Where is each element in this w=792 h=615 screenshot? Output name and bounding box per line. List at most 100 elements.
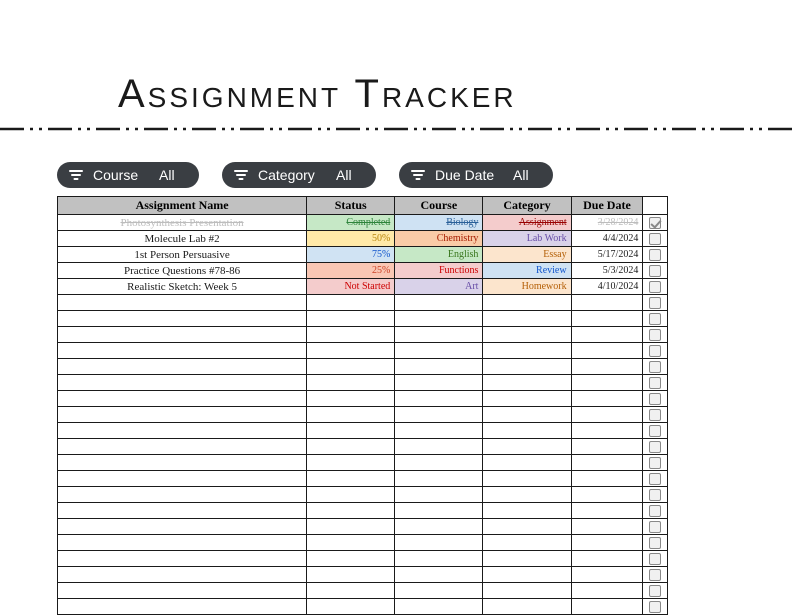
checkbox[interactable] <box>649 457 661 469</box>
cell-empty[interactable] <box>483 519 571 535</box>
cell-empty[interactable] <box>483 391 571 407</box>
cell-empty[interactable] <box>395 567 483 583</box>
cell-course[interactable]: English <box>395 247 483 263</box>
cell-empty[interactable] <box>395 503 483 519</box>
cell-empty[interactable] <box>571 375 643 391</box>
cell-empty[interactable] <box>58 551 307 567</box>
cell-empty[interactable] <box>58 567 307 583</box>
cell-empty[interactable] <box>307 567 395 583</box>
checkbox[interactable] <box>649 489 661 501</box>
cell-name[interactable]: Realistic Sketch: Week 5 <box>58 279 307 295</box>
cell-empty[interactable] <box>58 487 307 503</box>
cell-empty[interactable] <box>571 519 643 535</box>
checkbox[interactable] <box>649 505 661 517</box>
checkbox[interactable] <box>649 297 661 309</box>
cell-empty[interactable] <box>395 519 483 535</box>
cell-empty[interactable] <box>571 551 643 567</box>
cell-empty[interactable] <box>483 583 571 599</box>
cell-empty[interactable] <box>395 311 483 327</box>
cell-name[interactable]: Practice Questions #78-86 <box>58 263 307 279</box>
cell-course[interactable]: Art <box>395 279 483 295</box>
cell-status[interactable]: 75% <box>307 247 395 263</box>
cell-empty[interactable] <box>307 551 395 567</box>
cell-empty[interactable] <box>483 407 571 423</box>
cell-empty[interactable] <box>307 471 395 487</box>
cell-empty[interactable] <box>307 327 395 343</box>
cell-course[interactable]: Chemistry <box>395 231 483 247</box>
cell-empty[interactable] <box>307 503 395 519</box>
cell-empty[interactable] <box>483 487 571 503</box>
cell-empty[interactable] <box>58 455 307 471</box>
cell-empty[interactable] <box>58 519 307 535</box>
cell-empty[interactable] <box>571 391 643 407</box>
cell-empty[interactable] <box>307 599 395 615</box>
cell-empty[interactable] <box>58 375 307 391</box>
cell-empty[interactable] <box>58 583 307 599</box>
cell-empty[interactable] <box>483 327 571 343</box>
cell-category[interactable]: Homework <box>483 279 571 295</box>
cell-empty[interactable] <box>307 407 395 423</box>
cell-course[interactable]: Biology <box>395 215 483 231</box>
cell-empty[interactable] <box>307 359 395 375</box>
cell-empty[interactable] <box>307 295 395 311</box>
cell-empty[interactable] <box>571 471 643 487</box>
cell-empty[interactable] <box>483 375 571 391</box>
cell-empty[interactable] <box>571 343 643 359</box>
cell-empty[interactable] <box>571 599 643 615</box>
cell-name[interactable]: 1st Person Persuasive <box>58 247 307 263</box>
checkbox[interactable] <box>649 313 661 325</box>
cell-empty[interactable] <box>571 295 643 311</box>
cell-empty[interactable] <box>307 439 395 455</box>
cell-empty[interactable] <box>58 407 307 423</box>
cell-empty[interactable] <box>58 503 307 519</box>
cell-empty[interactable] <box>395 439 483 455</box>
cell-empty[interactable] <box>395 343 483 359</box>
checkbox[interactable] <box>649 265 661 277</box>
cell-status[interactable]: 50% <box>307 231 395 247</box>
cell-empty[interactable] <box>483 551 571 567</box>
cell-empty[interactable] <box>307 343 395 359</box>
cell-empty[interactable] <box>483 423 571 439</box>
checkbox[interactable] <box>649 377 661 389</box>
cell-empty[interactable] <box>58 295 307 311</box>
cell-empty[interactable] <box>307 519 395 535</box>
cell-empty[interactable] <box>483 359 571 375</box>
cell-empty[interactable] <box>395 327 483 343</box>
filter-course[interactable]: Course All <box>57 162 199 188</box>
cell-due[interactable]: 3/28/2024 <box>571 215 643 231</box>
cell-status[interactable]: Completed <box>307 215 395 231</box>
checkbox[interactable] <box>649 361 661 373</box>
cell-empty[interactable] <box>58 327 307 343</box>
checkbox[interactable] <box>649 473 661 485</box>
cell-status[interactable]: 25% <box>307 263 395 279</box>
cell-empty[interactable] <box>58 599 307 615</box>
cell-empty[interactable] <box>571 535 643 551</box>
cell-empty[interactable] <box>307 391 395 407</box>
checkbox[interactable] <box>649 281 661 293</box>
cell-empty[interactable] <box>571 423 643 439</box>
checkbox[interactable] <box>649 425 661 437</box>
checkbox[interactable] <box>649 233 661 245</box>
cell-empty[interactable] <box>395 407 483 423</box>
cell-empty[interactable] <box>395 359 483 375</box>
checkbox[interactable] <box>649 441 661 453</box>
cell-empty[interactable] <box>395 295 483 311</box>
checkbox[interactable] <box>649 569 661 581</box>
cell-status[interactable]: Not Started <box>307 279 395 295</box>
checkbox[interactable] <box>649 249 661 261</box>
checkbox[interactable] <box>649 585 661 597</box>
cell-empty[interactable] <box>307 487 395 503</box>
cell-empty[interactable] <box>483 599 571 615</box>
cell-category[interactable]: Assignment <box>483 215 571 231</box>
cell-name[interactable]: Photosynthesis Presentation <box>58 215 307 231</box>
cell-empty[interactable] <box>571 503 643 519</box>
cell-empty[interactable] <box>395 455 483 471</box>
checkbox[interactable] <box>649 409 661 421</box>
cell-empty[interactable] <box>58 535 307 551</box>
cell-empty[interactable] <box>58 311 307 327</box>
cell-empty[interactable] <box>58 423 307 439</box>
cell-empty[interactable] <box>571 487 643 503</box>
cell-empty[interactable] <box>483 295 571 311</box>
cell-empty[interactable] <box>571 455 643 471</box>
cell-empty[interactable] <box>395 423 483 439</box>
